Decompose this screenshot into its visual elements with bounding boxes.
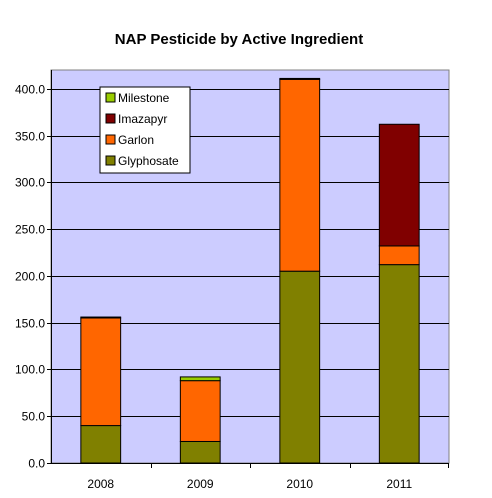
legend-swatch-glyphosate — [105, 155, 116, 166]
bar-segment-imazapyr — [378, 123, 420, 247]
chart-title: NAP Pesticide by Active Ingredient — [115, 31, 363, 48]
y-tick-label: 350.0 — [15, 130, 45, 144]
y-tick-label: 300.0 — [15, 176, 45, 190]
legend-label-milestone: Milestone — [118, 91, 170, 105]
axes: 0.0 50.0 100.0 150.0 200.0 250.0 300.0 350.0 400… — [15, 70, 449, 491]
bar-segment-garlon — [378, 245, 420, 266]
y-tick-label: 100.0 — [15, 363, 45, 377]
bar-segment-garlon — [80, 317, 122, 427]
y-tick-label: 0.0 — [28, 457, 45, 471]
y-tick-label: 150.0 — [15, 317, 45, 331]
legend-label-garlon: Garlon — [118, 133, 154, 147]
x-tick-label: 2011 — [386, 477, 412, 491]
legend-swatch-milestone — [105, 92, 116, 103]
legend-label-imazapyr: Imazapyr — [118, 112, 167, 126]
legend-label-glyphosate: Glyphosate — [118, 154, 179, 168]
y-tick-label: 50.0 — [22, 410, 46, 424]
bar-segment-garlon — [279, 78, 321, 272]
bar-segment-imazapyr — [80, 316, 122, 319]
bar-segment-glyphosate — [179, 440, 221, 464]
bar-segment-glyphosate — [80, 425, 122, 464]
legend-swatch-garlon — [105, 134, 116, 145]
x-tick-label: 2008 — [87, 477, 114, 491]
bars — [80, 77, 420, 464]
bar-segment-garlon — [179, 380, 221, 442]
bar-segment-glyphosate — [279, 270, 321, 464]
bar-segment-milestone — [279, 77, 321, 80]
x-tick-label: 2010 — [286, 477, 313, 491]
y-tick-label: 250.0 — [15, 223, 45, 237]
bar-segment-glyphosate — [378, 264, 420, 464]
legend: Milestone Imazapyr Garlon Glyphosate — [99, 86, 191, 174]
y-tick-label: 200.0 — [15, 270, 45, 284]
bar-segment-milestone — [179, 376, 221, 382]
y-tick-label: 400.0 — [15, 83, 45, 97]
legend-swatch-imazapyr — [105, 113, 116, 124]
x-tick-label: 2009 — [187, 477, 214, 491]
